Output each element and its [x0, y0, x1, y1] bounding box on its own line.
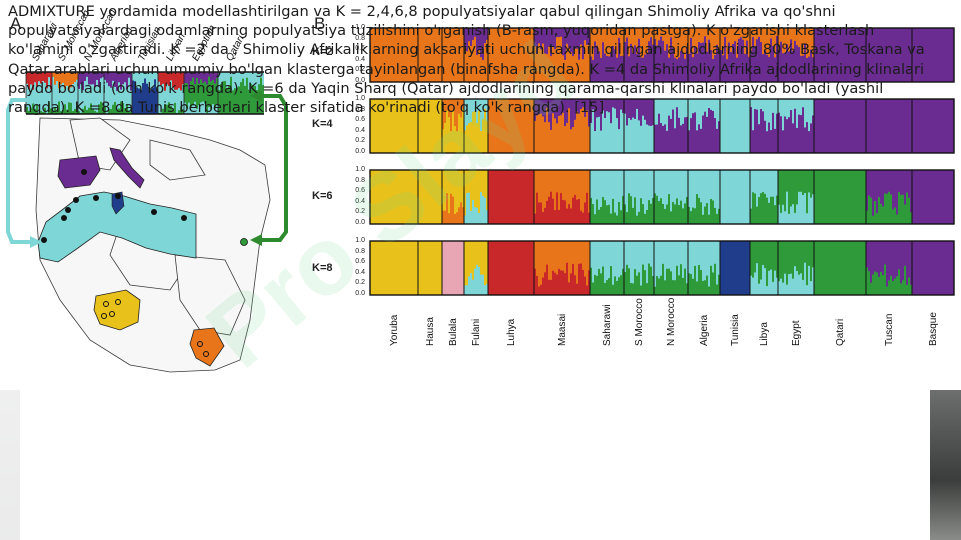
admixture-plot-frame — [369, 98, 955, 154]
y-tick-label: 0.2 — [355, 279, 365, 286]
admixture-plot-frame — [369, 169, 955, 225]
photo-edge-right — [930, 390, 961, 540]
y-tick-label: 0.2 — [355, 208, 365, 215]
panel-b-pop-label: Yoruba — [389, 314, 400, 346]
tunisia-region — [111, 191, 125, 215]
y-tick-label: 0.2 — [355, 66, 365, 73]
y-tick-label: 1.0 — [355, 166, 365, 173]
qatar-marker — [240, 238, 248, 246]
panel-b-pop-label: Fulani — [471, 318, 482, 346]
admixture-plot-frame — [369, 27, 955, 83]
y-tick-label: 0.0 — [355, 147, 365, 155]
k-value-label: K=8 — [312, 262, 333, 274]
y-tick-label: 0.8 — [355, 247, 365, 255]
admixture-plot-frame — [369, 240, 955, 296]
kenya-region — [189, 327, 225, 367]
y-tick-label: 0.4 — [355, 126, 365, 134]
panel-b-pop-label: Luhya — [506, 318, 517, 346]
panel-b-pop-label: Maasai — [557, 313, 568, 346]
y-tick-label: 0.0 — [355, 289, 365, 297]
panel-b-pop-label: S Morocco — [634, 298, 645, 346]
figure-caption: ADMIXTURE yordamida modellashtirilgan va… — [8, 3, 925, 117]
y-tick-label: 0.8 — [355, 34, 365, 42]
panel-b-pop-label: Egypt — [791, 320, 802, 346]
y-tick-label: 0.6 — [355, 187, 365, 194]
panel-b-pop-label: Tuscan — [884, 313, 895, 346]
y-tick-label: 0.4 — [355, 55, 365, 63]
y-tick-label: 0.4 — [355, 268, 365, 276]
y-tick-label: 0.8 — [355, 105, 365, 113]
panel-b-pop-label: Bulala — [448, 318, 459, 346]
y-tick-label: 0.4 — [355, 197, 365, 205]
panel-b-pop-label: Algeria — [699, 314, 710, 346]
y-tick-label: 1.0 — [355, 24, 365, 31]
y-tick-label: 0.8 — [355, 176, 365, 184]
y-tick-label: 0.0 — [355, 218, 365, 226]
panel-b-pop-label: Tunisia — [730, 314, 741, 346]
panel-b-letter: B — [314, 14, 326, 33]
italy-region — [109, 147, 145, 189]
spain-region — [57, 155, 101, 189]
nigeria-region — [93, 289, 141, 331]
caption-background — [0, 390, 961, 540]
panel-a-letter: A — [10, 14, 22, 33]
panel-b-pop-label: N Morocco — [666, 297, 677, 346]
y-tick-label: 0.0 — [355, 76, 365, 84]
y-tick-label: 1.0 — [355, 95, 365, 102]
y-tick-label: 1.0 — [355, 237, 365, 244]
k-value-label: K=6 — [312, 190, 333, 202]
y-tick-label: 0.6 — [355, 258, 365, 265]
north-africa-region — [37, 191, 197, 263]
right-arrow — [262, 94, 288, 242]
panel-b-pop-label: Saharawi — [602, 304, 613, 346]
y-tick-label: 0.6 — [355, 45, 365, 52]
panel-b-pop-label: Basque — [928, 312, 939, 346]
k-value-label: K=2 — [312, 46, 333, 58]
k-value-label: K=4 — [312, 118, 333, 130]
panel-b-pop-label: Hausa — [425, 317, 436, 346]
panel-b-pop-label: Libya — [759, 322, 770, 346]
panel-b-pop-label: Qatari — [835, 318, 846, 346]
y-tick-label: 0.6 — [355, 116, 365, 123]
left-arrow — [6, 98, 30, 244]
y-tick-label: 0.2 — [355, 137, 365, 144]
